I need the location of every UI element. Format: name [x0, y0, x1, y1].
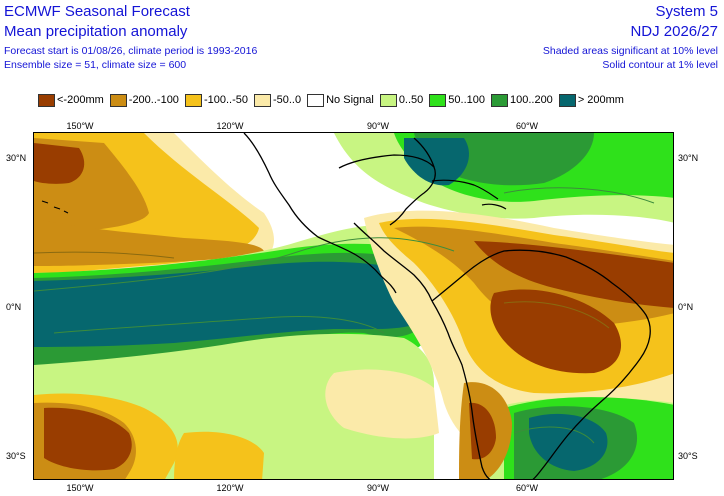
andes-dark-dry [469, 402, 496, 460]
legend-item: 100..200 [490, 93, 553, 107]
legend-label: -200..-100 [128, 94, 179, 106]
contour-line [34, 237, 455, 292]
legend-label: 50..100 [448, 94, 485, 106]
lat-tick-right: 30°N [678, 153, 699, 163]
legend-item: -50..0 [253, 93, 302, 107]
legend-item: <-200mm [38, 93, 104, 107]
legend-swatch [38, 93, 55, 107]
lat-tick-right: 30°S [678, 451, 698, 461]
color-legend: <-200mm -200..-100 -100..-50 -50..0 No S… [38, 92, 630, 108]
legend-swatch [307, 93, 325, 107]
equatorial-over-200 [34, 261, 430, 347]
lat-tick-left: 0°N [6, 302, 22, 312]
sesa-over-200 [529, 413, 608, 471]
contour-line [53, 316, 385, 334]
legend-swatch [429, 93, 447, 107]
lat-tick-left: 30°N [6, 153, 27, 163]
legend-label: 0..50 [398, 94, 424, 106]
legend-label: <-200mm [57, 94, 104, 106]
map-title: ECMWF Seasonal Forecast [4, 3, 190, 20]
contour-line [503, 301, 610, 329]
contour-line [34, 251, 175, 259]
island-hispaniola [481, 203, 507, 210]
legend-label: -100..-50 [203, 94, 248, 106]
coastline-florida [413, 137, 435, 168]
lon-tick-top: 120°W [216, 121, 244, 131]
nw-pacific-dark-dry-2 [34, 218, 264, 266]
lon-tick-bottom: 150°W [66, 483, 94, 493]
lon-tick-bottom: 120°W [216, 483, 244, 493]
legend-item: -100..-50 [184, 93, 248, 107]
lat-tick-right: 0°N [678, 302, 694, 312]
legend-item: 50..100 [429, 93, 485, 107]
period-label: NDJ 2026/27 [630, 23, 718, 40]
nw-pacific-dark-dry [34, 143, 85, 184]
lon-tick-top: 150°W [66, 121, 94, 131]
contour-note: Solid contour at 1% level [602, 59, 718, 71]
sp-dark-dry [44, 407, 132, 471]
coastline-gulf [338, 154, 436, 226]
legend-item: No Signal [307, 93, 374, 107]
coastline-south-america [431, 249, 651, 479]
legend-swatch [109, 93, 127, 107]
coastline-central-america [353, 222, 433, 302]
legend-item: 0..50 [379, 93, 424, 107]
legend-swatch [253, 93, 271, 107]
sp-yellow-dry-2 [174, 431, 264, 479]
significance-note: Shaded areas significant at 10% level [542, 45, 718, 57]
anomaly-map [33, 132, 674, 480]
caribbean-over-200 [404, 138, 469, 186]
legend-swatch [184, 93, 202, 107]
legend-label: > 200mm [577, 94, 624, 106]
contour-line [503, 187, 655, 204]
legend-swatch [490, 93, 508, 107]
forecast-start-info: Forecast start is 01/08/26, climate peri… [4, 45, 258, 57]
island-cuba [431, 179, 499, 200]
lat-tick-left: 30°S [6, 451, 26, 461]
sp-light-dry [325, 369, 439, 439]
legend-label: -50..0 [272, 94, 302, 106]
coastline-hawaii [41, 200, 69, 214]
contour-line [513, 426, 595, 444]
lon-tick-bottom: 90°W [366, 483, 390, 493]
legend-item: > 200mm [558, 93, 624, 107]
legend-swatch [558, 93, 576, 107]
map-subtitle: Mean precipitation anomaly [4, 23, 188, 40]
legend-label: No Signal [326, 94, 374, 106]
lon-tick-bottom: 60°W [515, 483, 539, 493]
lon-tick-top: 90°W [366, 121, 390, 131]
ensemble-size-info: Ensemble size = 51, climate size = 600 [4, 59, 187, 71]
legend-item: -200..-100 [109, 93, 179, 107]
amazon-dark-dry [490, 289, 622, 374]
lon-tick-top: 60°W [515, 121, 539, 131]
legend-swatch [379, 93, 397, 107]
legend-label: 100..200 [509, 94, 553, 106]
system-label: System 5 [655, 3, 718, 20]
coastline-north-america [243, 133, 397, 294]
anomaly-map-svg [34, 133, 673, 479]
